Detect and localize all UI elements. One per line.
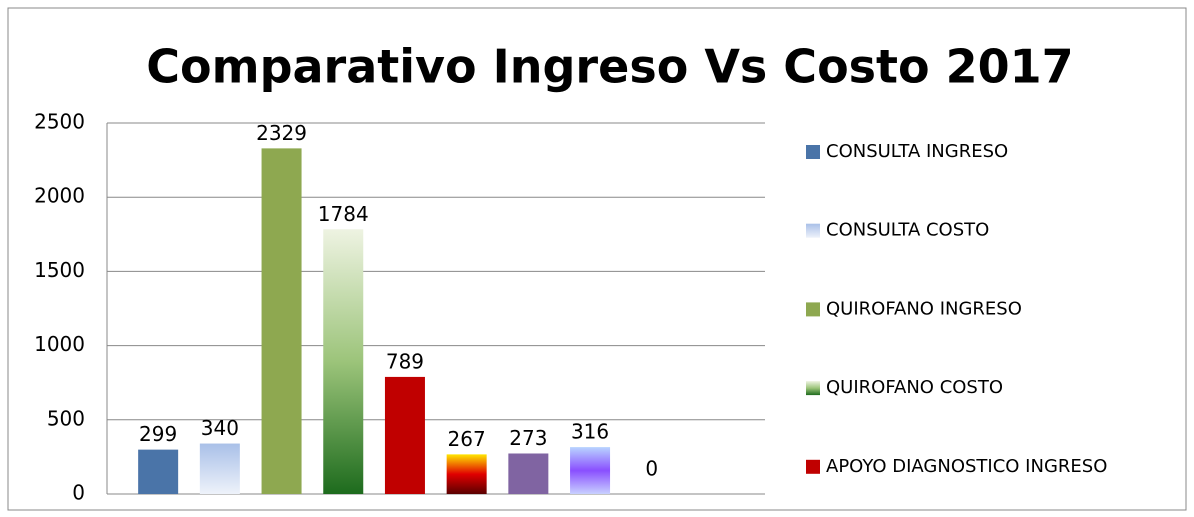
bar — [384, 376, 425, 494]
y-tick-label: 0 — [72, 481, 85, 505]
y-tick-label: 1000 — [34, 332, 85, 356]
bar — [446, 454, 487, 494]
y-tick-label: 2000 — [34, 184, 85, 208]
data-label: 2329 — [256, 121, 307, 145]
legend-label: CONSULTA COSTO — [826, 220, 989, 241]
legend-label: QUIROFANO COSTO — [826, 377, 1003, 398]
legend-swatch — [806, 302, 820, 317]
bar — [138, 449, 179, 494]
legend-swatch — [806, 459, 820, 474]
bar — [508, 453, 549, 494]
bar — [323, 229, 364, 494]
chart-frame — [7, 7, 1187, 511]
data-label: 0 — [645, 457, 658, 481]
data-label: 273 — [509, 426, 547, 450]
data-label: 299 — [139, 422, 177, 446]
legend-swatch — [806, 145, 820, 159]
legend-label: CONSULTA INGRESO — [826, 141, 1008, 162]
y-tick-label: 500 — [47, 406, 85, 430]
legend-swatch — [806, 223, 820, 238]
legend-label: QUIROFANO INGRESO — [826, 298, 1022, 319]
legend-label: APOYO DIAGNOSTICO INGRESO — [826, 456, 1107, 477]
data-label: 267 — [448, 427, 486, 451]
data-label: 1784 — [318, 202, 369, 226]
data-label: 340 — [201, 416, 239, 440]
data-label: 316 — [571, 420, 609, 444]
y-tick-label: 1500 — [34, 258, 85, 282]
data-label: 789 — [386, 349, 424, 373]
bar — [199, 443, 240, 494]
legend-swatch — [806, 381, 820, 396]
y-tick-label: 2500 — [34, 110, 85, 134]
bar — [570, 447, 611, 494]
chart-title: Comparativo Ingreso Vs Costo 2017 — [146, 40, 1073, 94]
bar — [261, 148, 302, 494]
